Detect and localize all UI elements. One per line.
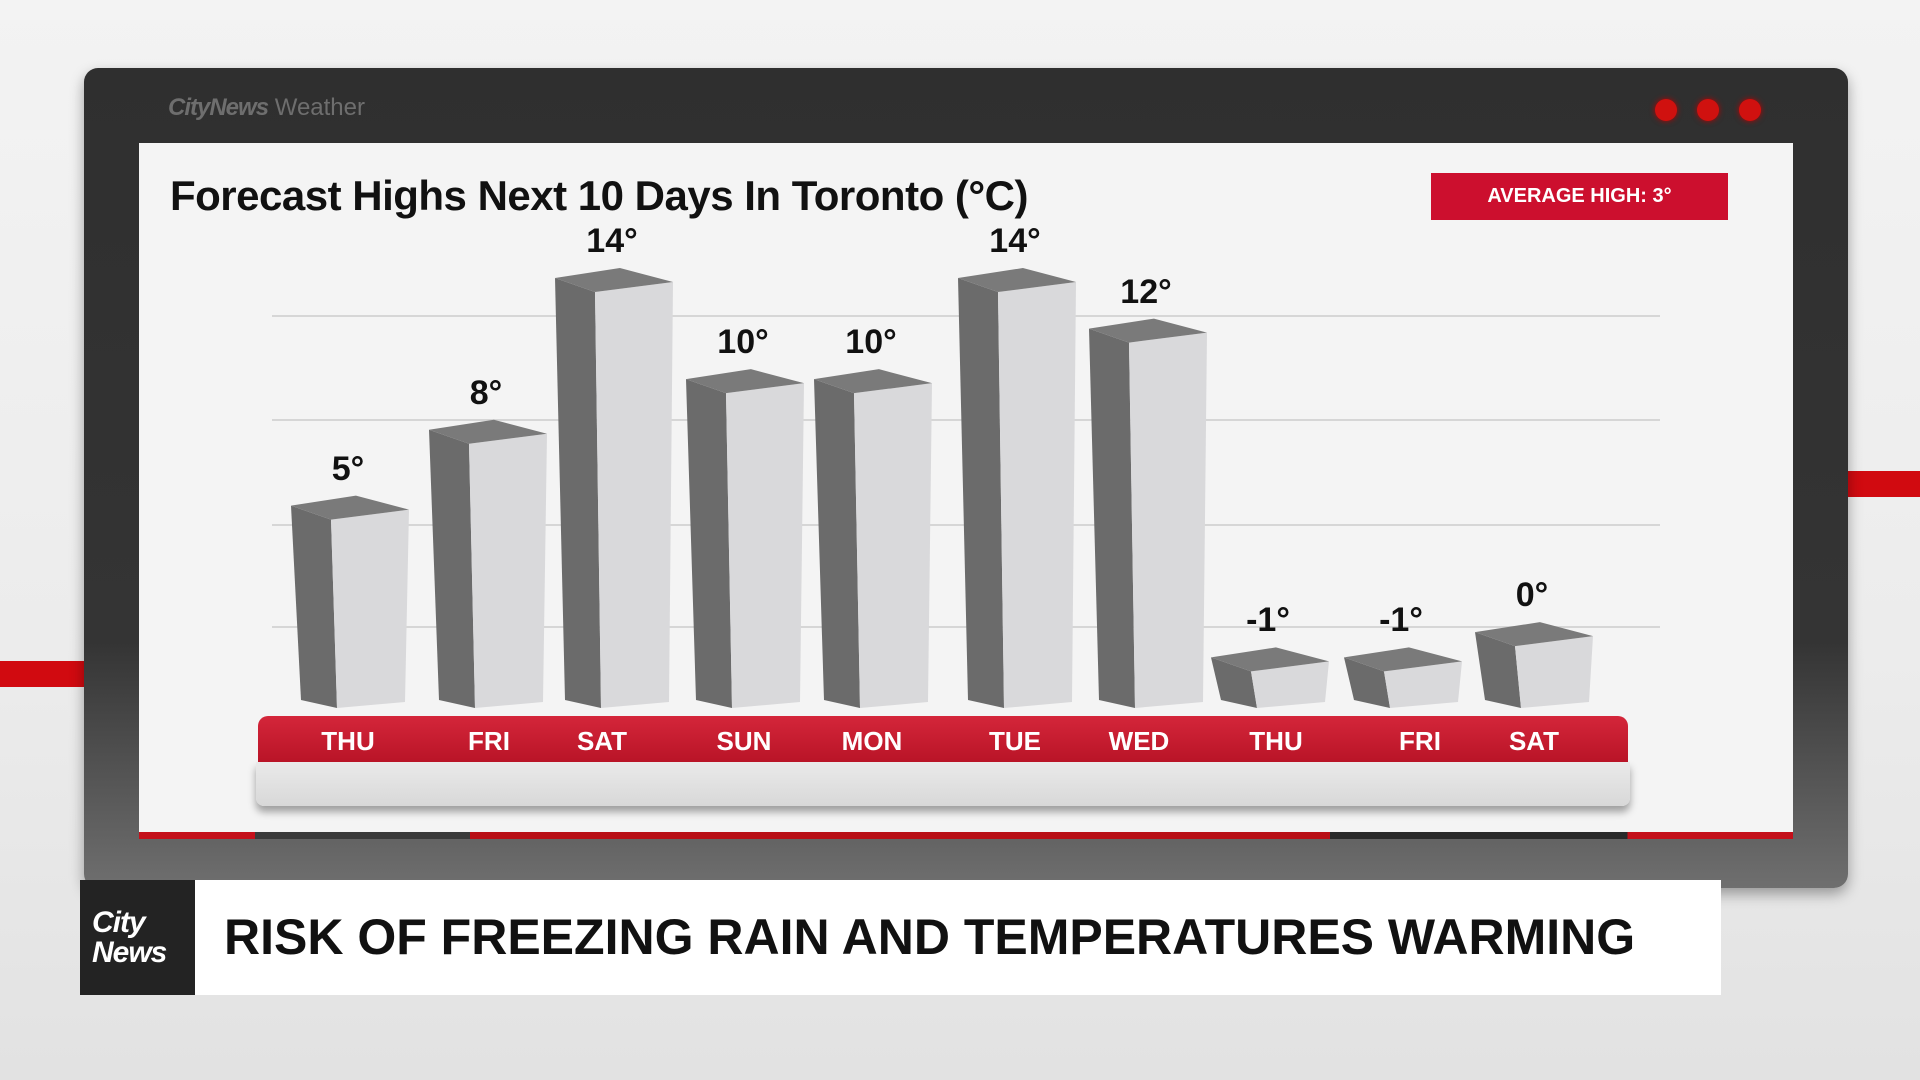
bar-top-face bbox=[429, 419, 547, 444]
bar-side-face bbox=[814, 379, 860, 708]
day-label: FRI bbox=[1399, 726, 1441, 756]
bar-thu-0 bbox=[291, 495, 409, 708]
value-label: -1° bbox=[1379, 601, 1423, 640]
brand-weather: Weather bbox=[274, 94, 365, 121]
bar-front-face bbox=[1251, 661, 1329, 708]
bar-side-face bbox=[555, 278, 601, 708]
value-label: -1° bbox=[1246, 601, 1290, 640]
red-dot-icon bbox=[1697, 99, 1719, 121]
bar-side-face bbox=[291, 505, 337, 708]
bar-sat-2 bbox=[555, 268, 673, 708]
bar-top-face bbox=[1344, 647, 1462, 672]
logo-line-2: News bbox=[92, 935, 167, 969]
value-label: 0° bbox=[1515, 576, 1549, 615]
bar-side-face bbox=[958, 278, 1004, 708]
bar-front-face bbox=[469, 433, 547, 708]
bar-top-face bbox=[1475, 622, 1593, 647]
day-label: THU bbox=[1249, 726, 1303, 756]
bar-top-face bbox=[686, 369, 804, 394]
bar-thu-7 bbox=[1211, 647, 1329, 708]
bar-front-face bbox=[595, 282, 673, 708]
axis-base bbox=[256, 762, 1630, 806]
day-label: FRI bbox=[468, 726, 510, 756]
bar-top-face bbox=[555, 268, 673, 292]
bar-wed-6 bbox=[1089, 318, 1207, 708]
lower-third bbox=[80, 880, 1721, 995]
red-dot-icon bbox=[1655, 99, 1677, 121]
value-label: 8° bbox=[469, 373, 503, 412]
background-stripe-right bbox=[1845, 471, 1920, 497]
value-label: 10° bbox=[717, 323, 769, 362]
bar-top-face bbox=[1089, 318, 1207, 343]
average-high-badge: AVERAGE HIGH: 3° bbox=[1431, 173, 1728, 220]
bar-front-face bbox=[1384, 661, 1462, 708]
panel-accent-line bbox=[139, 832, 1793, 839]
bar-front-face bbox=[854, 383, 932, 708]
value-label: 14° bbox=[989, 222, 1041, 260]
bar-tue-5 bbox=[958, 268, 1076, 708]
logo-line-1: City bbox=[92, 905, 146, 939]
bar-top-face bbox=[814, 369, 932, 394]
frame-dots bbox=[1655, 99, 1761, 121]
brand-citynews: CityNews bbox=[168, 94, 269, 121]
bar-side-face bbox=[1475, 632, 1521, 708]
bar-top-face bbox=[958, 268, 1076, 292]
chart-title: Forecast Highs Next 10 Days In Toronto (… bbox=[170, 172, 1029, 219]
bar-side-face bbox=[1089, 328, 1135, 708]
value-label: 5° bbox=[331, 449, 365, 488]
bar-side-face bbox=[429, 429, 475, 708]
bar-mon-4 bbox=[814, 369, 932, 708]
citynews-logo: City News bbox=[80, 880, 195, 995]
day-label: SAT bbox=[1508, 726, 1560, 756]
bar-front-face bbox=[1129, 332, 1207, 708]
bar-top-face bbox=[291, 495, 409, 520]
bar-fri-8 bbox=[1344, 647, 1462, 708]
bar-side-face bbox=[1344, 657, 1390, 708]
bar-sat-9 bbox=[1475, 622, 1593, 708]
bar-sun-3 bbox=[686, 369, 804, 708]
day-label: SUN bbox=[716, 726, 772, 756]
value-label: 14° bbox=[586, 222, 638, 260]
bar-front-face bbox=[331, 509, 409, 708]
headline: RISK OF FREEZING RAIN AND TEMPERATURES W… bbox=[224, 909, 1636, 965]
axis-band bbox=[258, 716, 1628, 762]
frame-brand: CityNews Weather bbox=[168, 94, 365, 122]
value-label: 10° bbox=[845, 323, 897, 362]
day-label: THU bbox=[321, 726, 375, 756]
day-label: TUE bbox=[989, 726, 1041, 756]
bar-fri-1 bbox=[429, 419, 547, 708]
bar-front-face bbox=[998, 282, 1076, 708]
day-label: MON bbox=[841, 726, 903, 756]
bar-top-face bbox=[1211, 647, 1329, 672]
bar-front-face bbox=[726, 383, 804, 708]
bar-side-face bbox=[686, 379, 732, 708]
bar-side-face bbox=[1211, 657, 1257, 708]
value-label: 12° bbox=[1120, 272, 1172, 311]
bar-front-face bbox=[1515, 636, 1593, 708]
red-dot-icon bbox=[1739, 99, 1761, 121]
day-label: WED bbox=[1108, 726, 1170, 756]
background-stripe-left bbox=[0, 661, 90, 687]
day-label: SAT bbox=[576, 726, 628, 756]
